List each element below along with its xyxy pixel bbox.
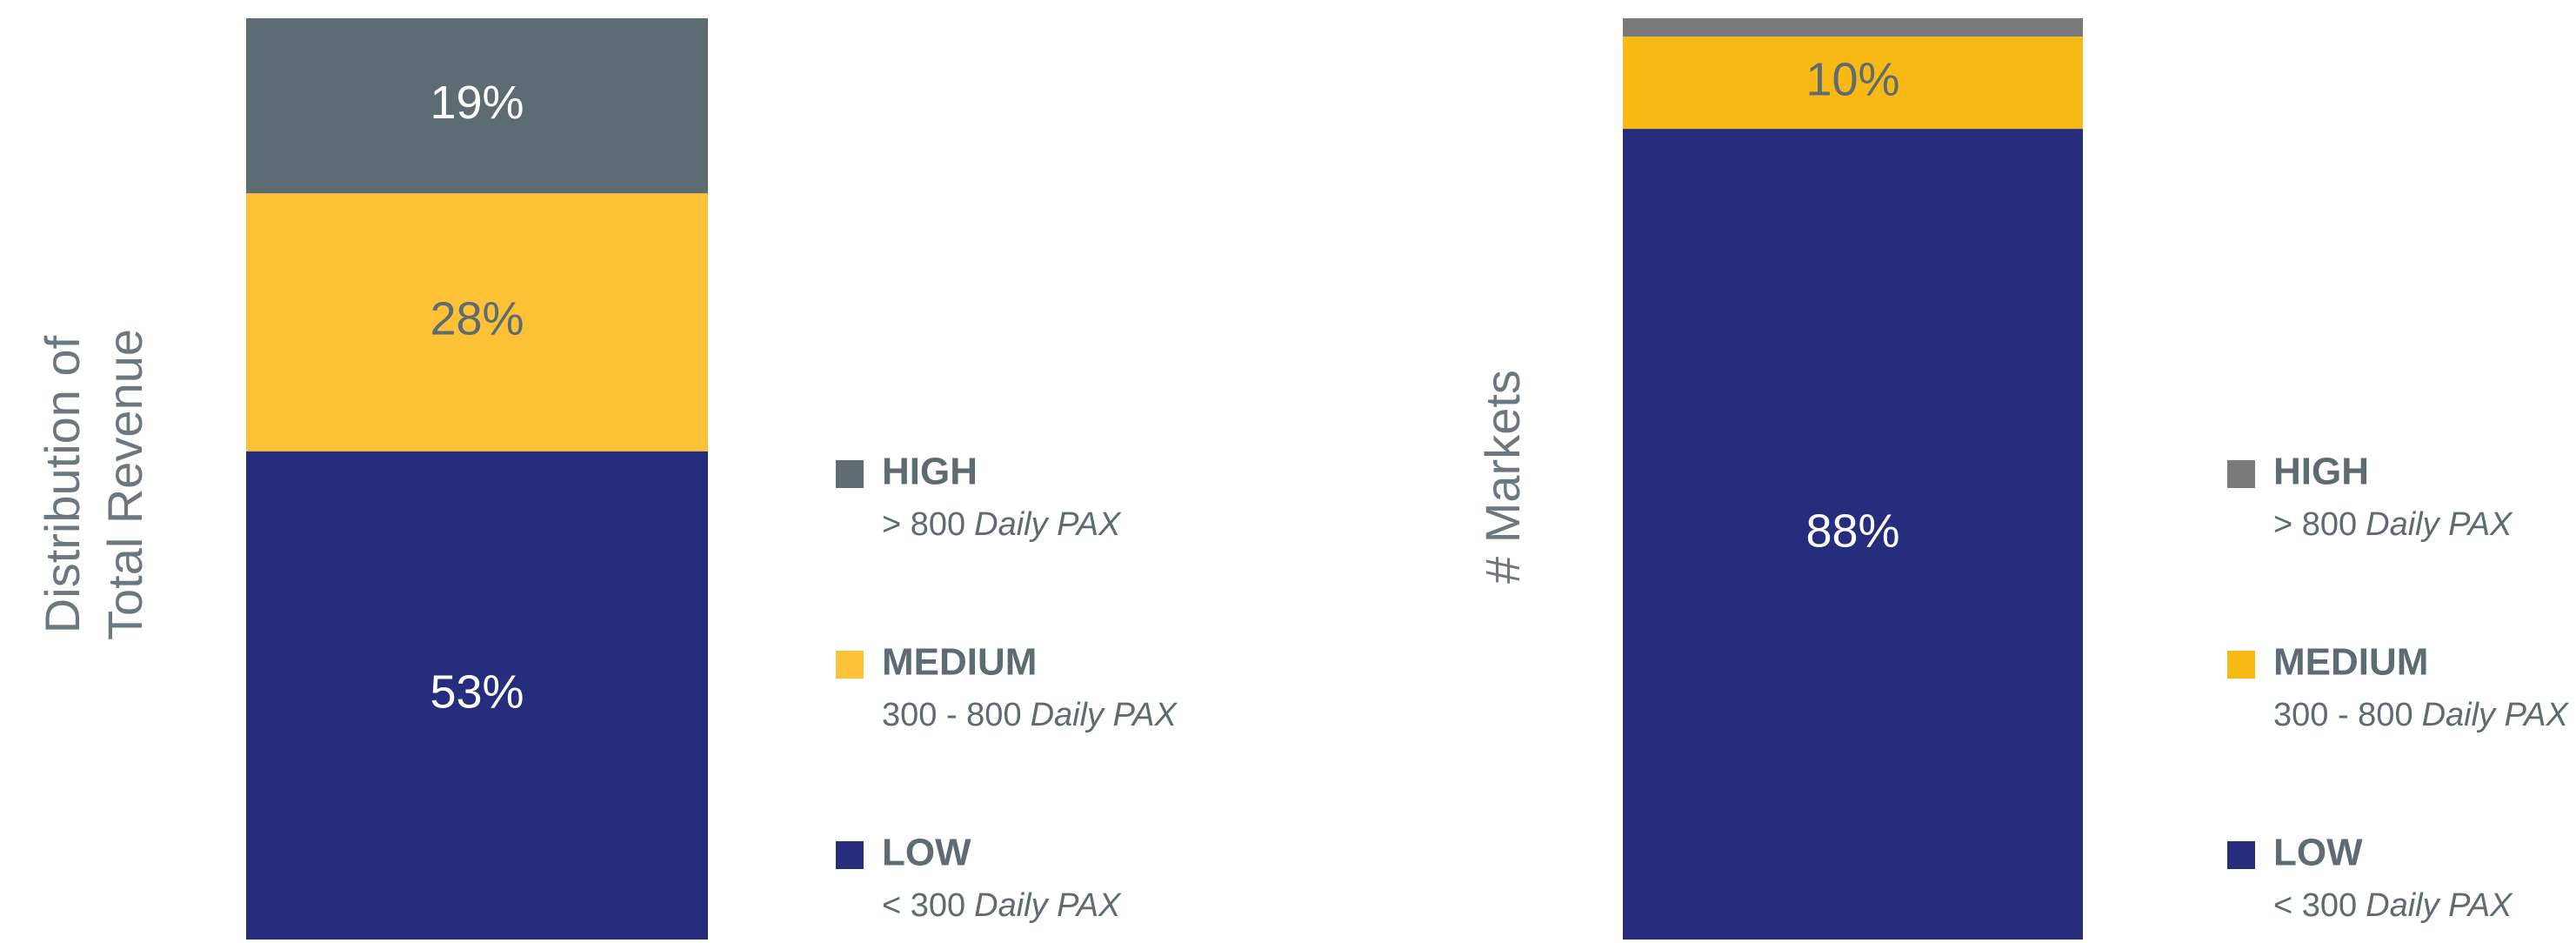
legend-unit: Daily PAX [2422,697,2570,733]
legend-swatch [2227,651,2255,679]
legend-name: MEDIUM [2273,641,2428,684]
bar-segment [1623,129,2083,940]
y-axis-label: Total Revenue [97,329,152,640]
legend-description: < 300 Daily PAX [882,887,1122,924]
legend-swatch [2227,460,2255,488]
bar-segment [1623,18,2083,37]
y-axis-label: # Markets [1475,370,1530,584]
legend-name: MEDIUM [882,641,1037,684]
legend-description: 300 - 800 Daily PAX [2273,697,2569,733]
legend-swatch [836,460,864,488]
legend-unit: Daily PAX [974,506,1122,543]
legend-swatch [2227,841,2255,869]
legend-unit: Daily PAX [2366,506,2513,543]
legend-range: < 300 [882,887,965,924]
legend-unit: Daily PAX [2366,887,2513,924]
legend-unit: Daily PAX [1031,697,1178,733]
data-label: 53% [430,666,524,719]
bar-segment [246,193,708,451]
legend-description: < 300 Daily PAX [2273,887,2513,924]
data-label: 19% [430,77,524,129]
legend-swatch [836,651,864,679]
legend-description: 300 - 800 Daily PAX [882,697,1178,733]
legend-range: 300 - 800 [882,697,1022,733]
data-label: 28% [430,293,524,345]
legend-swatch [836,841,864,869]
legend-unit: Daily PAX [974,887,1122,924]
legend-range: > 800 [2273,506,2357,543]
legend-range: 300 - 800 [2273,697,2413,733]
bar-segment [246,451,708,940]
data-label: 88% [1805,505,1899,557]
legend-name: LOW [2273,832,2363,874]
y-axis-label: Distribution of [35,335,90,633]
bar-segment [1623,37,2083,130]
legend-name: LOW [882,832,971,874]
legend-range: > 800 [882,506,965,543]
data-label: 10% [1805,53,1899,105]
legend-range: < 300 [2273,887,2357,924]
legend-description: > 800 Daily PAX [2273,506,2513,543]
legend-description: > 800 Daily PAX [882,506,1122,543]
legend-name: HIGH [882,451,978,493]
bar-segment [246,18,708,194]
legend-name: HIGH [2273,451,2369,493]
